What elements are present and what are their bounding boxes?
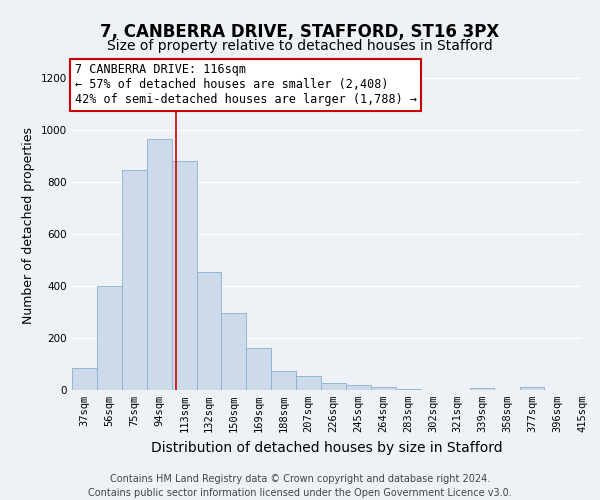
Text: 7, CANBERRA DRIVE, STAFFORD, ST16 3PX: 7, CANBERRA DRIVE, STAFFORD, ST16 3PX bbox=[100, 22, 500, 40]
Bar bbox=[221, 313, 245, 390]
Bar bbox=[122, 170, 147, 390]
Bar bbox=[470, 388, 494, 390]
Text: 7 CANBERRA DRIVE: 116sqm
← 57% of detached houses are smaller (2,408)
42% of sem: 7 CANBERRA DRIVE: 116sqm ← 57% of detach… bbox=[74, 64, 416, 106]
Bar bbox=[396, 388, 421, 390]
X-axis label: Distribution of detached houses by size in Stafford: Distribution of detached houses by size … bbox=[151, 440, 503, 454]
Bar bbox=[520, 388, 544, 390]
Bar bbox=[296, 376, 320, 390]
Bar bbox=[147, 140, 172, 390]
Bar bbox=[172, 162, 197, 390]
Y-axis label: Number of detached properties: Number of detached properties bbox=[22, 126, 35, 324]
Text: Contains HM Land Registry data © Crown copyright and database right 2024.
Contai: Contains HM Land Registry data © Crown c… bbox=[88, 474, 512, 498]
Bar bbox=[346, 386, 371, 390]
Bar bbox=[371, 388, 395, 390]
Text: Size of property relative to detached houses in Stafford: Size of property relative to detached ho… bbox=[107, 39, 493, 53]
Bar bbox=[197, 272, 221, 390]
Bar bbox=[246, 348, 271, 390]
Bar bbox=[72, 368, 97, 390]
Bar bbox=[321, 382, 346, 390]
Bar bbox=[97, 286, 122, 390]
Bar bbox=[271, 370, 296, 390]
